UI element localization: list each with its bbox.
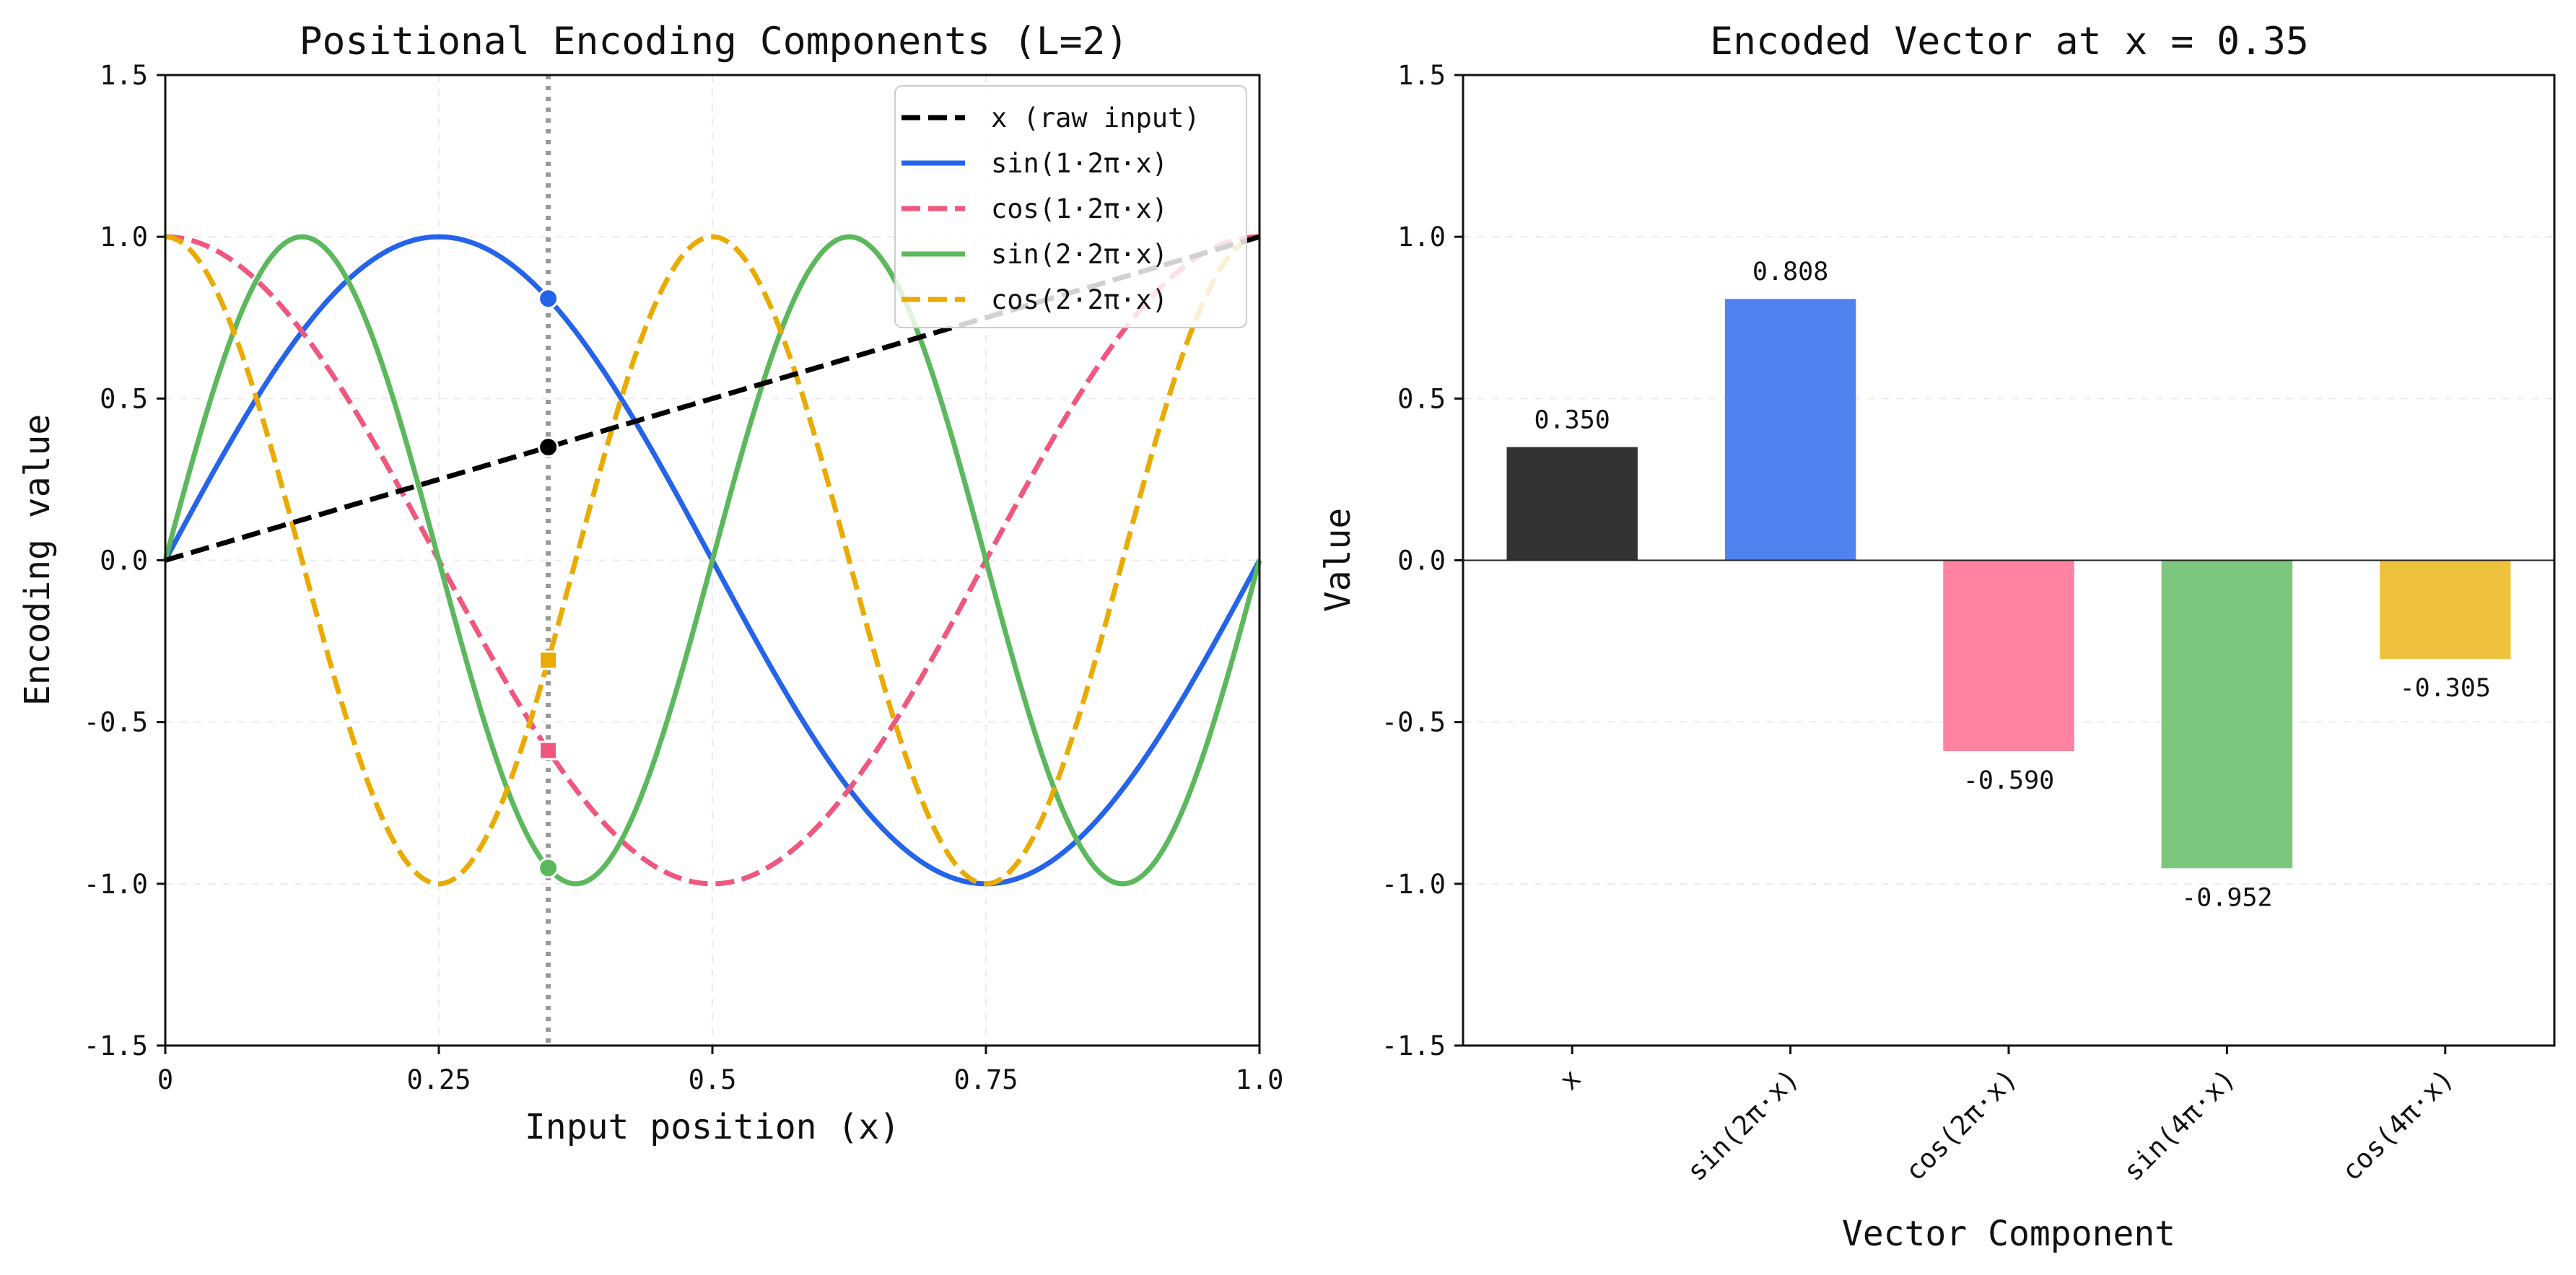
bar-chart-ylabel: Value bbox=[1318, 508, 1358, 613]
bar bbox=[2161, 560, 2293, 869]
y-tick-label: 1.5 bbox=[1397, 60, 1446, 91]
legend-label: sin(2·2π·x) bbox=[991, 239, 1168, 270]
x-tick-label: cos(2π·x) bbox=[1899, 1063, 2023, 1187]
bar-chart-ticks: -1.5 -1.0 -0.5 0.0 0.5 1.0 1.5 x sin(2π·x) cos(2π… bbox=[1381, 60, 2460, 1187]
bar-chart-panel: Encoded Vector at x = 0.35 0.350 0.808 -0.… bbox=[1318, 19, 2556, 1254]
line-chart-legend: x (raw input) sin(1·2π·x) cos(1·2π·x) sin(2… bbox=[894, 85, 1247, 328]
x-tick-label: 0.25 bbox=[406, 1064, 471, 1095]
bar-value-label: -0.952 bbox=[2181, 883, 2272, 912]
series-line bbox=[162, 234, 1262, 887]
bar bbox=[1724, 299, 1856, 561]
x-tick-label: x bbox=[1553, 1063, 1586, 1096]
y-tick-label: -1.5 bbox=[84, 1030, 148, 1061]
legend-label: cos(2·2π·x) bbox=[991, 284, 1168, 315]
legend-label: x (raw input) bbox=[991, 102, 1200, 133]
bar-chart-bars: 0.350 0.808 -0.590 -0.952 -0.305 bbox=[1463, 258, 2554, 912]
x-tick-label: sin(4π·x) bbox=[2118, 1063, 2242, 1187]
bar bbox=[2380, 560, 2511, 660]
y-tick-label: 0.5 bbox=[1397, 383, 1446, 414]
line-chart-markers bbox=[538, 288, 559, 879]
x-tick-label: 1.0 bbox=[1236, 1064, 1284, 1095]
x-tick-label: cos(4π·x) bbox=[2336, 1063, 2460, 1187]
y-tick-label: 0.0 bbox=[100, 546, 148, 577]
series-marker bbox=[538, 288, 559, 310]
series-line bbox=[165, 234, 1260, 887]
bar bbox=[1506, 447, 1638, 561]
x-tick-label: 0.5 bbox=[689, 1064, 737, 1095]
series-marker bbox=[538, 650, 559, 670]
bar-chart-title: Encoded Vector at x = 0.35 bbox=[1710, 19, 2309, 63]
legend-label: cos(1·2π·x) bbox=[991, 193, 1168, 224]
y-tick-label: 0.0 bbox=[1397, 546, 1446, 577]
y-tick-label: 1.0 bbox=[1397, 222, 1446, 253]
x-tick-label: sin(2π·x) bbox=[1681, 1063, 1805, 1187]
series-marker bbox=[538, 437, 559, 458]
bar-chart-xlabel: Vector Component bbox=[1842, 1214, 2175, 1254]
y-tick-label: -0.5 bbox=[84, 707, 148, 738]
y-tick-label: 1.5 bbox=[100, 60, 148, 91]
y-tick-label: 1.0 bbox=[100, 222, 148, 253]
bar bbox=[1943, 560, 2074, 752]
series-marker bbox=[538, 740, 559, 761]
y-tick-label: -1.0 bbox=[1381, 869, 1446, 900]
line-chart-title: Positional Encoding Components (L=2) bbox=[300, 19, 1129, 63]
y-tick-label: -0.5 bbox=[1381, 707, 1446, 738]
legend-label: sin(1·2π·x) bbox=[991, 148, 1168, 179]
line-chart-panel: Positional Encoding Components (L=2) 0 0.… bbox=[17, 19, 1283, 1147]
bar-value-label: 0.350 bbox=[1534, 406, 1610, 435]
line-chart-ticks: 0 0.25 0.5 0.75 1.0 -1.5 -1.0 -0.5 0.0 0.5 1.0 1.5 bbox=[84, 60, 1284, 1095]
y-tick-label: 0.5 bbox=[100, 383, 148, 414]
bar-value-label: -0.305 bbox=[2400, 674, 2491, 703]
series-marker bbox=[538, 857, 559, 879]
series-line bbox=[165, 234, 1260, 887]
line-chart-ylabel: Encoding value bbox=[17, 414, 58, 706]
line-chart-xlabel: Input position (x) bbox=[525, 1107, 900, 1147]
y-tick-label: -1.0 bbox=[84, 869, 148, 900]
y-tick-label: -1.5 bbox=[1381, 1030, 1446, 1061]
legend-box bbox=[894, 85, 1247, 328]
x-tick-label: 0 bbox=[157, 1064, 173, 1095]
bar-value-label: -0.590 bbox=[1963, 766, 2054, 795]
x-tick-label: 0.75 bbox=[953, 1064, 1018, 1095]
bar-value-label: 0.808 bbox=[1752, 258, 1828, 286]
